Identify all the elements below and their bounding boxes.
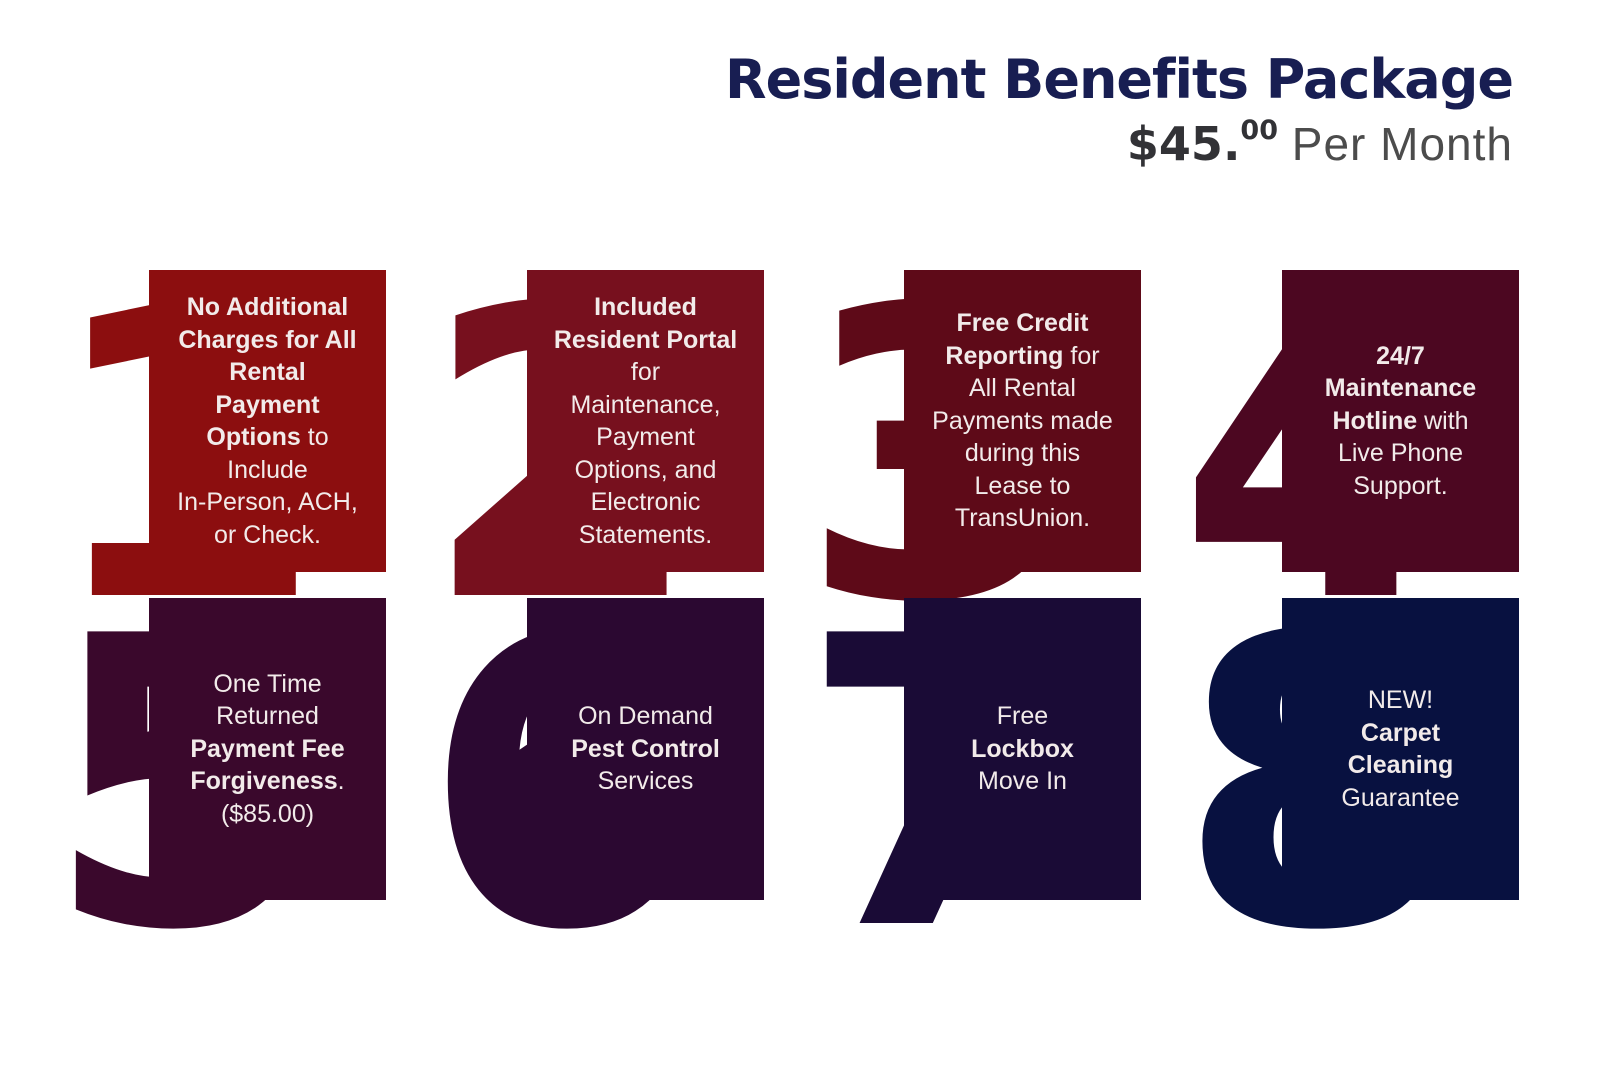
card-body: One Time Returned Payment Fee Forgivenes… bbox=[149, 598, 386, 900]
price-line: $45.00 Per Month bbox=[725, 116, 1513, 171]
card-text: Free Credit Reporting for All Rental Pay… bbox=[932, 309, 1113, 533]
benefit-card-2: 2 Included Resident Portal for Maintenan… bbox=[423, 258, 764, 658]
card-text: On Demand Pest Control Services bbox=[571, 702, 720, 796]
card-text: One Time Returned Payment Fee Forgivenes… bbox=[190, 669, 345, 828]
card-body: NEW! Carpet Cleaning Guarantee bbox=[1282, 598, 1519, 900]
benefit-card-7: 7 Free Lockbox Move In bbox=[800, 586, 1141, 986]
card-text: NEW! Carpet Cleaning Guarantee bbox=[1341, 686, 1460, 812]
card-text: No Additional Charges for All Rental Pay… bbox=[177, 293, 358, 549]
card-body: No Additional Charges for All Rental Pay… bbox=[149, 270, 386, 572]
benefit-card-5: 5 One Time Returned Payment Fee Forgiven… bbox=[45, 586, 386, 986]
card-body: Free Lockbox Move In bbox=[904, 598, 1141, 900]
card-body: Free Credit Reporting for All Rental Pay… bbox=[904, 270, 1141, 572]
price-cents: 00 bbox=[1240, 115, 1278, 147]
card-text: Included Resident Portal for Maintenance… bbox=[553, 293, 738, 549]
card-body: 24/7 Maintenance Hotline with Live Phone… bbox=[1282, 270, 1519, 572]
price-period: Per Month bbox=[1278, 117, 1513, 170]
card-body: Included Resident Portal for Maintenance… bbox=[527, 270, 764, 572]
card-text: 24/7 Maintenance Hotline with Live Phone… bbox=[1324, 341, 1477, 500]
benefit-card-4: 4 24/7 Maintenance Hotline with Live Pho… bbox=[1178, 258, 1519, 658]
price-amount: $45. bbox=[1126, 116, 1241, 171]
card-body: On Demand Pest Control Services bbox=[527, 598, 764, 900]
benefit-card-8: 8 NEW! Carpet Cleaning Guarantee bbox=[1178, 586, 1519, 986]
page-title: Resident Benefits Package bbox=[724, 48, 1514, 111]
card-text: Free Lockbox Move In bbox=[971, 702, 1074, 796]
header: Resident Benefits Package $45.00 Per Mon… bbox=[724, 48, 1514, 171]
benefit-card-1: 1 No Additional Charges for All Rental P… bbox=[45, 258, 386, 658]
benefit-card-6: 6 On Demand Pest Control Services bbox=[423, 586, 764, 986]
benefit-card-3: 3 Free Credit Reporting for All Rental P… bbox=[800, 258, 1141, 658]
